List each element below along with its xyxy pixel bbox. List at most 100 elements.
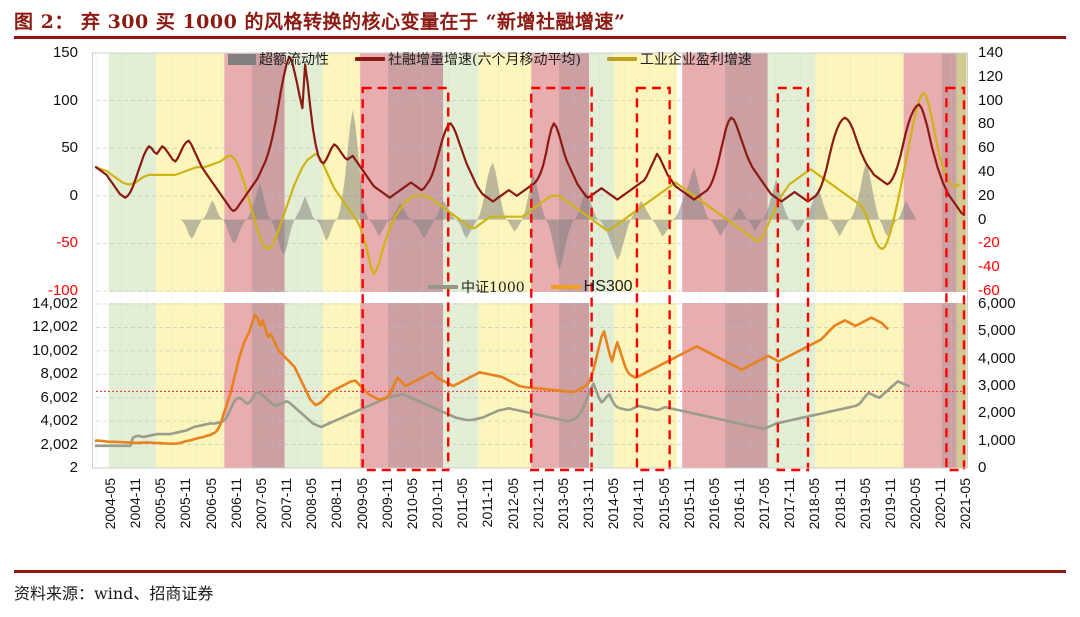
legend-swatch-line-icon <box>606 57 637 61</box>
y-tick-left-upper: -50 <box>56 234 78 252</box>
band-green-4 <box>589 53 615 468</box>
legend-upper-panel: 超额流动性 社融增量增速(六个月移动平均) 工业企业盈利增速 <box>228 49 778 69</box>
x-tick-label: 2004-05 <box>102 478 118 530</box>
y-tick-left-lower: 14,002 <box>32 295 78 312</box>
y-tick-right-upper: 60 <box>978 139 995 157</box>
highlight-2013 <box>530 86 593 472</box>
legend-label-industrial-profit-growth: 工业企业盈利增速 <box>639 52 752 68</box>
legend-item-social-financing-growth[interactable]: 社融增量增速(六个月移动平均) <box>355 49 581 69</box>
legend-item-excess-liquidity[interactable]: 超额流动性 <box>228 49 329 69</box>
panel-gap <box>92 292 968 303</box>
band-dkred-3 <box>558 53 590 468</box>
band-red-3 <box>531 53 559 468</box>
x-tick-label: 2018-05 <box>806 478 823 530</box>
x-tick-label: 2004-11 <box>127 478 144 529</box>
x-tick-label: 2014-11 <box>630 478 647 529</box>
y-tick-left-lower: 8,002 <box>40 365 78 383</box>
legend-label-social-financing-growth: 社融增量增速(六个月移动平均) <box>388 52 581 68</box>
legend-item-csi1000[interactable]: 中证1000 <box>428 277 525 297</box>
band-dkred-1 <box>251 53 285 468</box>
series-line-social-financing <box>94 55 966 216</box>
x-tick-label: 2010-11 <box>429 478 446 529</box>
plot-area <box>92 46 968 476</box>
y-tick-right-upper: 40 <box>978 163 995 180</box>
y-tick-right-upper: -60 <box>978 282 1000 299</box>
y-tick-right-upper: 20 <box>978 186 995 204</box>
x-tick-label: 2009-05 <box>353 478 370 530</box>
band-red-2 <box>360 53 388 468</box>
y-tick-left-lower: 4,002 <box>40 412 78 430</box>
y-tick-right-upper: -40 <box>978 258 1000 276</box>
x-axis: 2004-05 2004-11 2005-05 2005-11 2006-05 2006-… <box>92 478 973 574</box>
x-tick-label: 2018-11 <box>831 478 848 529</box>
x-tick-label: 2016-05 <box>705 478 722 530</box>
x-tick-label: 2008-05 <box>303 478 320 530</box>
figure-title: 图 2： 弃 300 买 1000 的风格转换的核心变量在于 “新增社融增速” <box>14 10 626 33</box>
title-divider <box>14 36 1066 39</box>
y-tick-right-upper: 140 <box>978 44 1004 61</box>
highlight-2014-2015 <box>635 86 671 472</box>
band-dkred-4 <box>724 53 768 468</box>
y-tick-right-upper: 0 <box>978 210 987 228</box>
y-tick-left-lower: 2,002 <box>40 435 78 453</box>
legend-item-industrial-profit-growth[interactable]: 工业企业盈利增速 <box>606 49 752 69</box>
highlight-2018 <box>776 86 810 472</box>
y-tick-left-upper: 150 <box>52 44 78 61</box>
band-yellow-1 <box>156 53 225 468</box>
legend-lower-panel: 中证1000 HS300 <box>428 277 659 297</box>
x-tick-label: 2020-11 <box>932 478 949 529</box>
x-tick-label: 2012-11 <box>529 478 546 529</box>
x-tick-label: 2006-05 <box>202 478 219 530</box>
y-tick-left-upper: -100 <box>47 282 78 299</box>
x-tick-label: 2021-05 <box>957 478 974 530</box>
legend-label-hs300: HS300 <box>583 278 633 295</box>
band-yellow-4 <box>614 53 678 468</box>
legend-swatch-line-icon <box>428 285 458 289</box>
legend-swatch-line-icon <box>550 285 581 289</box>
x-tick-label: 2019-11 <box>881 478 898 529</box>
y-tick-right-lower: 1,000 <box>978 431 1016 449</box>
x-tick-label: 2007-05 <box>252 478 269 530</box>
y-tick-right-lower: 5,000 <box>978 322 1016 340</box>
chart-canvas <box>92 52 968 472</box>
band-dkred-5 <box>941 53 957 468</box>
legend-swatch-box-icon <box>228 53 256 65</box>
legend-label-csi1000: 中证1000 <box>461 280 525 296</box>
x-tick-label: 2017-11 <box>781 478 798 529</box>
y-tick-left-lower: 10,002 <box>32 341 78 359</box>
y-tick-right-lower: 3,000 <box>978 377 1016 394</box>
series-area-excess-liquidity <box>96 110 964 270</box>
x-tick-label: 2007-11 <box>278 478 295 529</box>
legend-label-excess-liquidity: 超额流动性 <box>259 52 329 68</box>
legend-item-hs300[interactable]: HS300 <box>550 278 633 296</box>
y-tick-left-upper: 50 <box>61 139 78 157</box>
x-tick-label: 2013-11 <box>580 478 597 529</box>
band-yellow-3 <box>478 53 532 468</box>
y-tick-left-upper: 0 <box>69 186 78 204</box>
x-tick-label: 2020-05 <box>907 478 924 530</box>
y-tick-right-upper: 120 <box>978 67 1004 85</box>
band-red-5 <box>903 53 942 468</box>
x-tick-label: 2014-05 <box>605 478 622 530</box>
y-tick-right-upper: -20 <box>978 234 1000 252</box>
highlight-2009-2011 <box>361 86 450 472</box>
figure-source: 资料来源：wind、招商证券 <box>14 584 214 603</box>
series-line-hs300 <box>94 313 889 445</box>
x-tick-label: 2009-11 <box>378 478 395 529</box>
x-tick-label: 2019-05 <box>856 478 873 530</box>
band-red-4 <box>682 53 725 468</box>
y-tick-left-lower: 6,002 <box>40 388 78 406</box>
x-tick-label: 2016-11 <box>730 478 747 529</box>
band-olive-6 <box>956 53 967 468</box>
y-tick-right-lower: 6,000 <box>978 295 1016 312</box>
x-tick-label: 2011-05 <box>454 478 471 529</box>
band-green-1 <box>108 53 157 468</box>
highlight-2021 <box>945 86 966 472</box>
x-tick-label: 2015-05 <box>655 478 672 530</box>
y-tick-left-lower: 12,002 <box>32 318 78 336</box>
x-tick-label: 2008-11 <box>328 478 345 529</box>
x-tick-label: 2010-05 <box>403 478 420 530</box>
series-line-csi1000 <box>94 380 910 448</box>
band-yellow-5 <box>815 53 904 468</box>
